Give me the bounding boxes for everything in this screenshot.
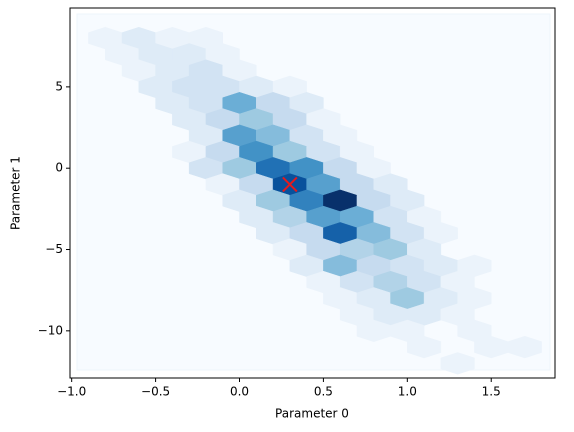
y-tick-label: −5 <box>45 242 63 256</box>
x-axis-label: Parameter 0 <box>275 407 349 421</box>
y-tick-label: 0 <box>55 161 63 175</box>
marker-stroke <box>282 176 298 193</box>
x-tick-label: 0.5 <box>314 385 333 399</box>
x-tick-label: 0.0 <box>230 385 249 399</box>
y-tick-label: 5 <box>55 79 63 93</box>
hex-bin <box>440 352 475 375</box>
x-tick-label: 1.0 <box>398 385 417 399</box>
hex-bin <box>407 335 442 359</box>
y-axis-label: Parameter 1 <box>9 156 23 230</box>
x-tick-label: −0.5 <box>141 385 170 399</box>
y-tick-label: −10 <box>38 323 63 337</box>
x-tick-label: −1.0 <box>57 385 86 399</box>
true-value-marker <box>282 176 298 193</box>
x-tick-label: 1.5 <box>482 385 501 399</box>
hex-bin <box>507 335 542 359</box>
axes-frame <box>69 7 556 379</box>
plot-area <box>76 13 551 375</box>
